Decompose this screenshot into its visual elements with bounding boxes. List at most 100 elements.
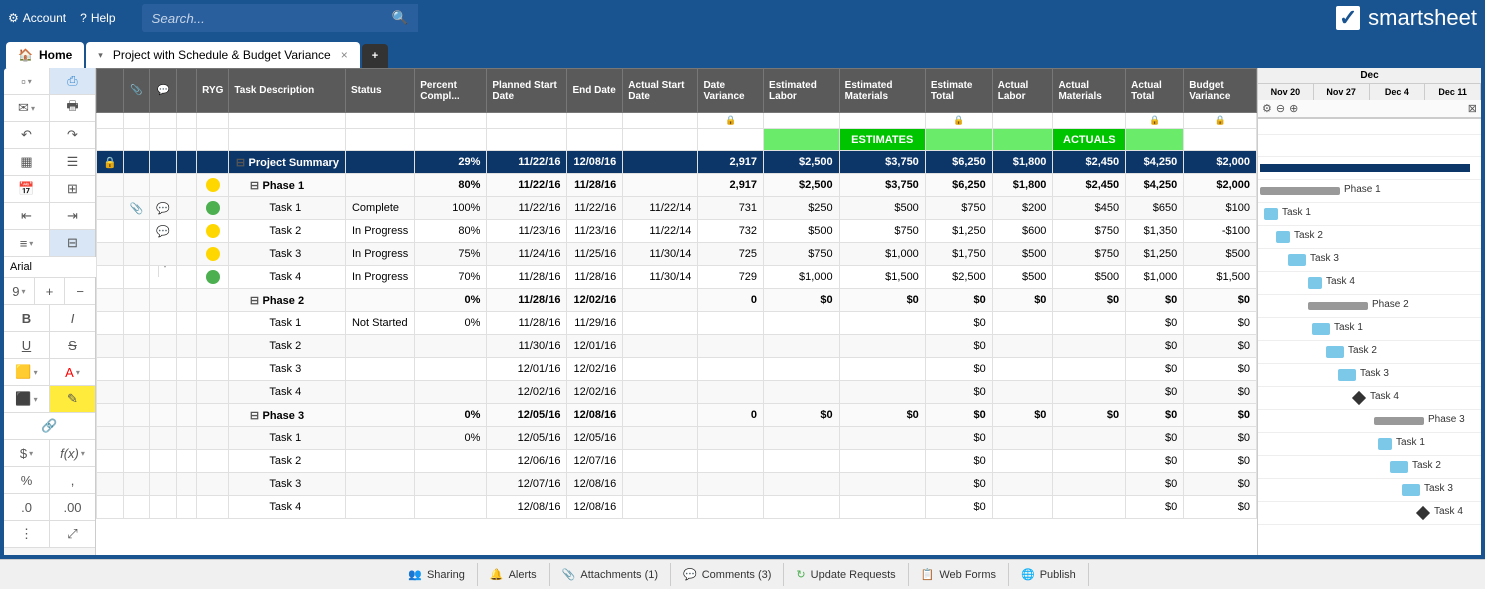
- cell[interactable]: $0: [1184, 289, 1257, 312]
- cell[interactable]: [415, 496, 487, 519]
- cell[interactable]: [97, 312, 124, 335]
- cell[interactable]: ⊟ Phase 3: [229, 404, 346, 427]
- cell[interactable]: 0%: [415, 312, 487, 335]
- cell[interactable]: [623, 174, 698, 197]
- cell[interactable]: [197, 335, 229, 358]
- print-icon[interactable]: 🖶: [50, 95, 95, 121]
- cell[interactable]: 12/02/16: [487, 381, 567, 404]
- cell[interactable]: [698, 381, 764, 404]
- gantt-bar[interactable]: [1264, 208, 1278, 220]
- cell[interactable]: [764, 427, 840, 450]
- cell[interactable]: [764, 358, 840, 381]
- cell[interactable]: [150, 243, 177, 266]
- cell[interactable]: 29%: [415, 151, 487, 174]
- cell[interactable]: Task 2: [229, 335, 346, 358]
- cell[interactable]: 11/23/16: [567, 220, 623, 243]
- gantt-bar[interactable]: [1402, 484, 1420, 496]
- table-row[interactable]: 🔒⊟ Project Summary29%11/22/1612/08/162,9…: [97, 151, 1257, 174]
- col-header[interactable]: Planned Start Date: [487, 69, 567, 113]
- cell[interactable]: $0: [1184, 358, 1257, 381]
- cell[interactable]: [177, 335, 197, 358]
- gantt-body[interactable]: Phase 1Task 1Task 2Task 3Task 4Phase 2Ta…: [1258, 119, 1481, 555]
- cell[interactable]: [197, 404, 229, 427]
- table-row[interactable]: Task 212/06/1612/07/16$0$0$0: [97, 450, 1257, 473]
- search-button[interactable]: 🔍: [382, 4, 419, 32]
- table-row[interactable]: Task 312/01/1612/02/16$0$0$0: [97, 358, 1257, 381]
- cell[interactable]: [345, 151, 414, 174]
- cell[interactable]: 0%: [415, 427, 487, 450]
- cell[interactable]: 11/22/14: [623, 220, 698, 243]
- col-header[interactable]: Estimate Total: [925, 69, 992, 113]
- cell[interactable]: $3,750: [839, 151, 925, 174]
- cell[interactable]: 12/08/16: [567, 473, 623, 496]
- cell[interactable]: [1053, 473, 1126, 496]
- card-view-icon[interactable]: ⊞: [50, 176, 95, 202]
- cell[interactable]: 2,917: [698, 174, 764, 197]
- cell[interactable]: [839, 427, 925, 450]
- cell[interactable]: Task 1: [229, 427, 346, 450]
- cell[interactable]: 11/22/16: [487, 151, 567, 174]
- cell[interactable]: [197, 266, 229, 289]
- col-header[interactable]: 💬: [150, 69, 177, 113]
- cell[interactable]: $0: [1184, 473, 1257, 496]
- tab-dropdown-icon[interactable]: ▾: [98, 50, 103, 61]
- tool-btn[interactable]: ⎙: [50, 68, 95, 94]
- cell[interactable]: 0: [698, 404, 764, 427]
- cell[interactable]: 12/08/16: [567, 404, 623, 427]
- cell[interactable]: $2,500: [764, 151, 840, 174]
- cell[interactable]: 75%: [415, 243, 487, 266]
- percent-icon[interactable]: %: [4, 467, 50, 493]
- cell[interactable]: [415, 381, 487, 404]
- italic-icon[interactable]: I: [50, 305, 95, 331]
- cell[interactable]: [177, 174, 197, 197]
- cell[interactable]: [150, 450, 177, 473]
- redo-icon[interactable]: ↷: [50, 122, 95, 148]
- cell[interactable]: $1,350: [1126, 220, 1184, 243]
- cell[interactable]: [1053, 450, 1126, 473]
- cell[interactable]: $0: [839, 404, 925, 427]
- gantt-close-icon[interactable]: ⊠: [1468, 102, 1477, 115]
- cell[interactable]: 11/22/14: [623, 197, 698, 220]
- cell[interactable]: 80%: [415, 220, 487, 243]
- cell[interactable]: [623, 381, 698, 404]
- cell[interactable]: 11/28/16: [567, 266, 623, 289]
- cell[interactable]: $0: [1126, 381, 1184, 404]
- cell[interactable]: [764, 335, 840, 358]
- col-header[interactable]: RYG: [197, 69, 229, 113]
- increase-icon[interactable]: +: [35, 278, 66, 304]
- cell[interactable]: [177, 289, 197, 312]
- mail-icon[interactable]: ✉▾: [4, 95, 50, 121]
- cell[interactable]: [97, 197, 124, 220]
- cell[interactable]: Task 3: [229, 243, 346, 266]
- cell[interactable]: [764, 312, 840, 335]
- cell[interactable]: [197, 473, 229, 496]
- wrap-icon[interactable]: ⊟: [50, 230, 95, 256]
- undo-icon[interactable]: ↶: [4, 122, 50, 148]
- indent-icon[interactable]: ⇥: [50, 203, 95, 229]
- col-header[interactable]: Estimated Labor: [764, 69, 840, 113]
- cell[interactable]: $750: [1053, 243, 1126, 266]
- attachments-button[interactable]: 📎Attachments (1): [550, 563, 671, 586]
- table-row[interactable]: Task 412/02/1612/02/16$0$0$0: [97, 381, 1257, 404]
- outdent-icon[interactable]: ⇤: [4, 203, 50, 229]
- cell[interactable]: [150, 496, 177, 519]
- cell[interactable]: [150, 312, 177, 335]
- cell[interactable]: 11/22/16: [487, 174, 567, 197]
- cell[interactable]: [150, 404, 177, 427]
- col-header[interactable]: Task Description: [229, 69, 346, 113]
- gantt-bar[interactable]: [1308, 277, 1322, 289]
- cell[interactable]: [992, 496, 1053, 519]
- cell[interactable]: $200: [992, 197, 1053, 220]
- cell[interactable]: [150, 335, 177, 358]
- cell[interactable]: [197, 197, 229, 220]
- cell[interactable]: [839, 358, 925, 381]
- cell[interactable]: [623, 450, 698, 473]
- cell[interactable]: Task 1: [229, 197, 346, 220]
- cell[interactable]: 12/05/16: [487, 427, 567, 450]
- gantt-bar[interactable]: [1326, 346, 1344, 358]
- cell[interactable]: $0: [925, 473, 992, 496]
- cell[interactable]: [97, 381, 124, 404]
- cell[interactable]: $0: [1126, 427, 1184, 450]
- cell[interactable]: 11/30/14: [623, 243, 698, 266]
- gantt-week[interactable]: Nov 27: [1314, 84, 1370, 100]
